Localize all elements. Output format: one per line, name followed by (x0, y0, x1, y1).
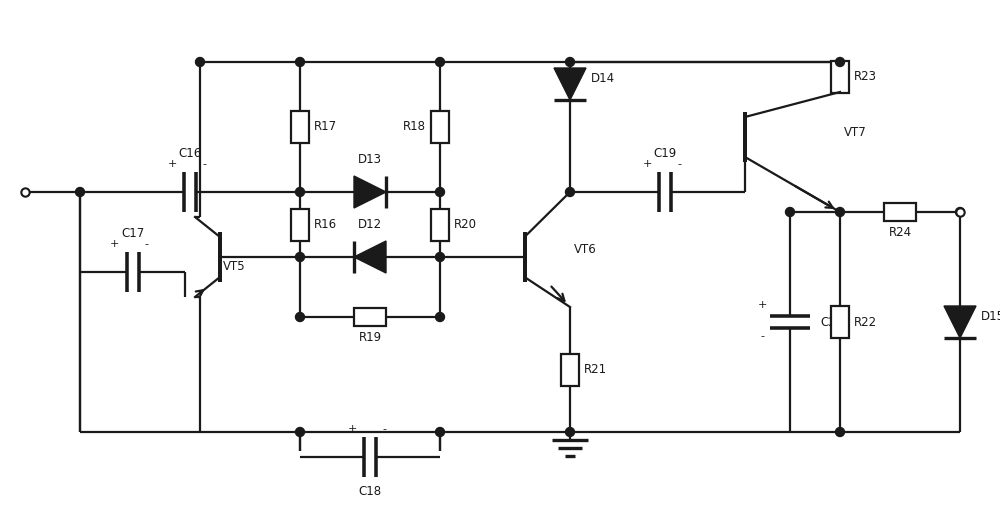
Text: D13: D13 (358, 153, 382, 166)
Text: R17: R17 (314, 120, 337, 134)
Circle shape (956, 207, 964, 217)
FancyBboxPatch shape (884, 203, 916, 221)
FancyBboxPatch shape (561, 353, 579, 386)
Text: +: + (642, 159, 652, 169)
Polygon shape (554, 68, 586, 100)
Circle shape (436, 252, 444, 262)
Text: -: - (760, 331, 764, 341)
FancyBboxPatch shape (291, 111, 309, 143)
Text: R16: R16 (314, 218, 337, 231)
FancyBboxPatch shape (354, 308, 386, 326)
Text: R24: R24 (888, 226, 912, 239)
Circle shape (76, 187, 84, 197)
Circle shape (296, 312, 304, 322)
Text: -: - (677, 159, 681, 169)
Text: R18: R18 (403, 120, 426, 134)
Circle shape (296, 187, 304, 197)
FancyBboxPatch shape (431, 111, 449, 143)
FancyBboxPatch shape (831, 61, 849, 93)
Text: C20: C20 (820, 315, 843, 329)
Text: D14: D14 (591, 73, 615, 86)
Circle shape (296, 57, 304, 67)
Text: C16: C16 (178, 147, 202, 160)
Circle shape (436, 57, 444, 67)
Circle shape (296, 252, 304, 262)
Text: VT6: VT6 (574, 243, 597, 256)
Text: R22: R22 (854, 315, 877, 329)
Text: -: - (202, 159, 206, 169)
Text: C19: C19 (653, 147, 677, 160)
Circle shape (836, 207, 844, 217)
Text: R21: R21 (584, 363, 607, 376)
Text: R20: R20 (454, 218, 477, 231)
Text: -: - (144, 239, 148, 249)
Text: D15: D15 (981, 310, 1000, 324)
Polygon shape (354, 176, 386, 208)
FancyBboxPatch shape (431, 208, 449, 241)
Text: +: + (110, 239, 119, 249)
Circle shape (786, 207, 794, 217)
FancyBboxPatch shape (831, 306, 849, 338)
Text: +: + (757, 300, 767, 310)
Circle shape (836, 57, 844, 67)
Text: C17: C17 (121, 227, 144, 240)
Circle shape (196, 57, 205, 67)
Text: D12: D12 (358, 218, 382, 231)
Text: R19: R19 (358, 331, 382, 344)
Circle shape (566, 428, 574, 437)
Polygon shape (944, 306, 976, 338)
Circle shape (296, 428, 304, 437)
Circle shape (436, 187, 444, 197)
FancyBboxPatch shape (291, 208, 309, 241)
Circle shape (566, 57, 574, 67)
Text: C18: C18 (358, 485, 382, 498)
Text: VT7: VT7 (844, 125, 867, 139)
Text: +: + (347, 424, 357, 434)
Circle shape (436, 428, 444, 437)
Polygon shape (354, 241, 386, 273)
Text: -: - (382, 424, 386, 434)
Text: +: + (167, 159, 177, 169)
Text: R23: R23 (854, 71, 877, 83)
Text: VT5: VT5 (223, 261, 246, 273)
Circle shape (836, 428, 844, 437)
Circle shape (566, 187, 574, 197)
Circle shape (436, 312, 444, 322)
